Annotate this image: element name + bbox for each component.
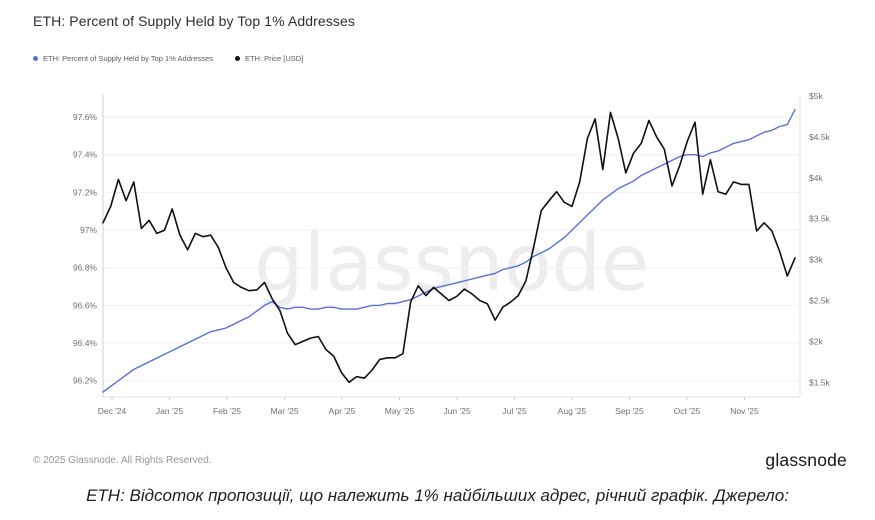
x-axis-tick-label: Sep '25 <box>615 406 644 416</box>
x-axis-tick-label: Dec '24 <box>98 406 127 416</box>
copyright-text: © 2025 Glassnode. All Rights Reserved. <box>33 454 212 466</box>
left-axis-tick-label: 96.6% <box>73 300 98 310</box>
x-axis-tick-label: May '25 <box>385 406 415 416</box>
x-axis-tick-label: Jul '25 <box>502 406 527 416</box>
right-axis-tick-label: $2k <box>809 336 823 346</box>
watermark: glassnode <box>254 219 649 309</box>
right-axis-tick-label: $5k <box>809 91 823 101</box>
right-axis-tick-label: $3k <box>809 255 823 265</box>
glassnode-logo: glassnode <box>765 449 847 470</box>
chart-title: ETH: Percent of Supply Held by Top 1% Ad… <box>33 13 355 29</box>
price-line <box>102 111 796 384</box>
left-axis-tick-label: 97.6% <box>73 112 98 122</box>
left-axis-tick-label: 96.8% <box>73 263 98 273</box>
left-axis-tick-label: 96.4% <box>73 338 98 348</box>
left-axis-tick-label: 97.2% <box>73 187 98 197</box>
supply-percent-line <box>102 108 796 393</box>
left-axis-tick-label: 97% <box>80 225 97 235</box>
right-axis-tick-label: $1.5k <box>809 377 831 387</box>
article-caption: ETH: Відсоток пропозиції, що належить 1%… <box>86 486 789 505</box>
legend-item-supply[interactable]: ETH: Percent of Supply Held by Top 1% Ad… <box>33 54 213 63</box>
supply-series-dot-icon <box>33 56 38 61</box>
chart-plot-area: glassnode 97.6% 97.4% 97.2% 97% 96.8% 96.6% 96.… <box>73 91 831 416</box>
right-axis-tick-label: $2.5k <box>809 296 831 306</box>
left-axis-tick-label: 97.4% <box>73 150 98 160</box>
legend-item-price-label: ETH: Price [USD] <box>244 54 304 63</box>
x-axis-tick-label: Apr '25 <box>329 406 356 416</box>
right-axis-tick-label: $3.5k <box>809 214 831 224</box>
x-axis-tick-label: Mar '25 <box>270 406 298 416</box>
x-axis-tick-label: Nov '25 <box>730 406 759 416</box>
right-axis-tick-label: $4k <box>809 173 823 183</box>
legend-item-supply-label: ETH: Percent of Supply Held by Top 1% Ad… <box>43 54 213 63</box>
legend-item-price[interactable]: ETH: Price [USD] <box>234 54 304 63</box>
chart-footer: © 2025 Glassnode. All Rights Reserved. g… <box>33 446 847 474</box>
x-axis-tick-label: Aug '25 <box>558 406 587 416</box>
x-axis-tick-label: Feb '25 <box>213 406 241 416</box>
x-axis-tick-label: Jan '25 <box>156 406 183 416</box>
x-axis-tick-label: Jun '25 <box>443 406 470 416</box>
x-axis-tick-label: Oct '25 <box>674 406 701 416</box>
left-axis-tick-label: 96.2% <box>73 376 98 386</box>
glassnode-chart-card: ETH: Percent of Supply Held by Top 1% Ad… <box>33 13 847 474</box>
right-axis-tick-label: $4.5k <box>809 132 831 142</box>
chart-legend: ETH: Percent of Supply Held by Top 1% Ad… <box>33 54 303 63</box>
price-series-dot-icon <box>234 56 240 61</box>
